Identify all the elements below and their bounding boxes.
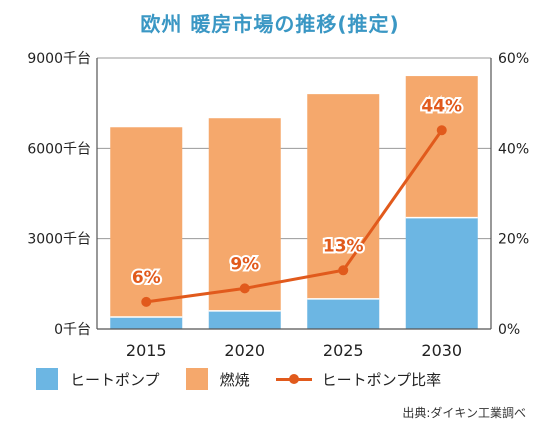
x-axis-tick-label: 2020	[224, 341, 265, 360]
right-axis-tick-label: 0%	[498, 322, 520, 338]
left-axis-tick-label: 9000千台	[27, 51, 91, 67]
left-axis-tick-label: 0千台	[54, 322, 91, 338]
left-axis-tick-label: 6000千台	[27, 141, 91, 157]
right-axis-tick-label: 20%	[498, 232, 529, 248]
bar-heatpump	[405, 217, 478, 329]
legend: ヒートポンプ 燃焼 ヒートポンプ比率	[36, 366, 467, 392]
source-note: 出典:ダイキン工業調べ	[402, 406, 526, 420]
legend-item-combustion: 燃焼	[185, 368, 250, 390]
right-axis-tick-label: 40%	[498, 141, 529, 157]
legend-item-heatpump: ヒートポンプ	[36, 368, 160, 390]
ratio-data-label: 6%	[132, 268, 161, 288]
legend-swatch-combustion	[185, 368, 208, 390]
ratio-line	[146, 129, 443, 304]
bar-heatpump	[208, 310, 281, 329]
legend-label-combustion: 燃焼	[219, 370, 250, 389]
bar-combustion	[208, 118, 281, 311]
right-axis-tick-label: 60%	[498, 51, 529, 67]
x-axis-tick-label: 2015	[126, 341, 167, 360]
bar-combustion	[110, 127, 183, 317]
left-axis-tick-label: 3000千台	[27, 232, 91, 248]
legend-label-ratio: ヒートポンプ比率	[321, 370, 442, 389]
bar-heatpump	[307, 298, 380, 329]
ratio-data-label: 13%	[323, 236, 364, 256]
chart-title: 欧州 暖房市場の推移(推定)	[140, 12, 400, 36]
bar-combustion	[405, 76, 478, 218]
ratio-line-group: 6% 9% 13% 44%	[130, 94, 464, 307]
ratio-point	[239, 283, 250, 294]
legend-label-heatpump: ヒートポンプ	[70, 370, 160, 389]
bars-group	[110, 76, 478, 329]
bar-combustion	[307, 94, 380, 299]
legend-item-ratio: ヒートポンプ比率	[275, 369, 442, 390]
ratio-point	[436, 125, 447, 136]
ratio-point	[141, 296, 152, 307]
x-axis-tick-label: 2030	[421, 341, 462, 360]
tick-labels-group: 0千台 3000千台 6000千台 9000千台 0% 20% 40% 60% 2015 2020…	[27, 51, 529, 360]
ratio-data-label: 44%	[421, 96, 462, 116]
ratio-data-label: 9%	[230, 254, 259, 274]
bar-heatpump	[110, 316, 183, 329]
x-axis-tick-label: 2025	[323, 341, 364, 360]
legend-swatch-ratio	[275, 372, 312, 386]
legend-swatch-heatpump	[36, 368, 58, 390]
ratio-point	[338, 265, 349, 276]
plot-frame	[96, 58, 492, 330]
